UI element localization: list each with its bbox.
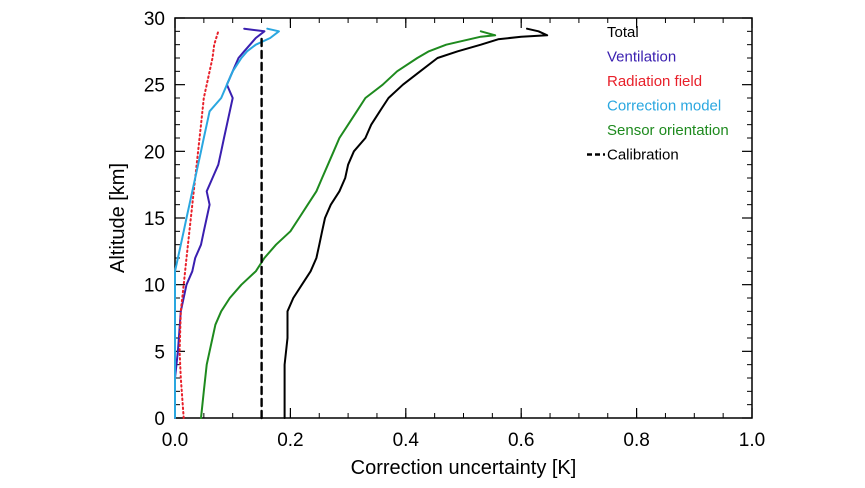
x-tick-label: 0.6 — [508, 430, 534, 451]
x-tick-label: 0.8 — [623, 430, 649, 451]
y-tick-label: 30 — [144, 9, 165, 30]
legend-label-ventilation: Ventilation — [607, 49, 676, 66]
y-tick-label: 25 — [144, 76, 165, 97]
series-sensor-orientation — [200, 30, 497, 419]
y-tick-label: 15 — [144, 209, 165, 230]
series-correction-model — [174, 27, 280, 419]
legend-label-correction-model: Correction model — [607, 98, 721, 115]
legend: Total Ventilation Radiation field Correctio… — [587, 24, 729, 164]
x-tick-label: 0.0 — [162, 430, 188, 451]
y-axis: 0 5 10 15 20 25 30 — [144, 9, 752, 430]
y-tick-label: 5 — [154, 342, 165, 363]
x-tick-label: 0.4 — [393, 430, 420, 451]
x-tick-label: 1.0 — [739, 430, 765, 451]
x-tick-label: 0.2 — [277, 430, 303, 451]
x-axis: 0.0 0.2 0.4 0.6 0.8 1.0 — [162, 18, 765, 451]
legend-label-sensor-orientation: Sensor orientation — [607, 122, 729, 139]
series-ventilation — [174, 27, 266, 419]
legend-label-total: Total — [607, 24, 639, 41]
series-layer — [174, 27, 549, 420]
y-tick-label: 20 — [144, 142, 165, 163]
legend-label-radiation-field: Radiation field — [607, 73, 702, 90]
y-axis-title: Altitude [km] — [107, 163, 129, 273]
x-axis-title: Correction uncertainty [K] — [351, 457, 577, 479]
y-tick-label: 10 — [144, 276, 165, 297]
series-total — [283, 27, 549, 419]
y-tick-label: 0 — [154, 409, 165, 430]
legend-label-calibration: Calibration — [607, 147, 679, 164]
